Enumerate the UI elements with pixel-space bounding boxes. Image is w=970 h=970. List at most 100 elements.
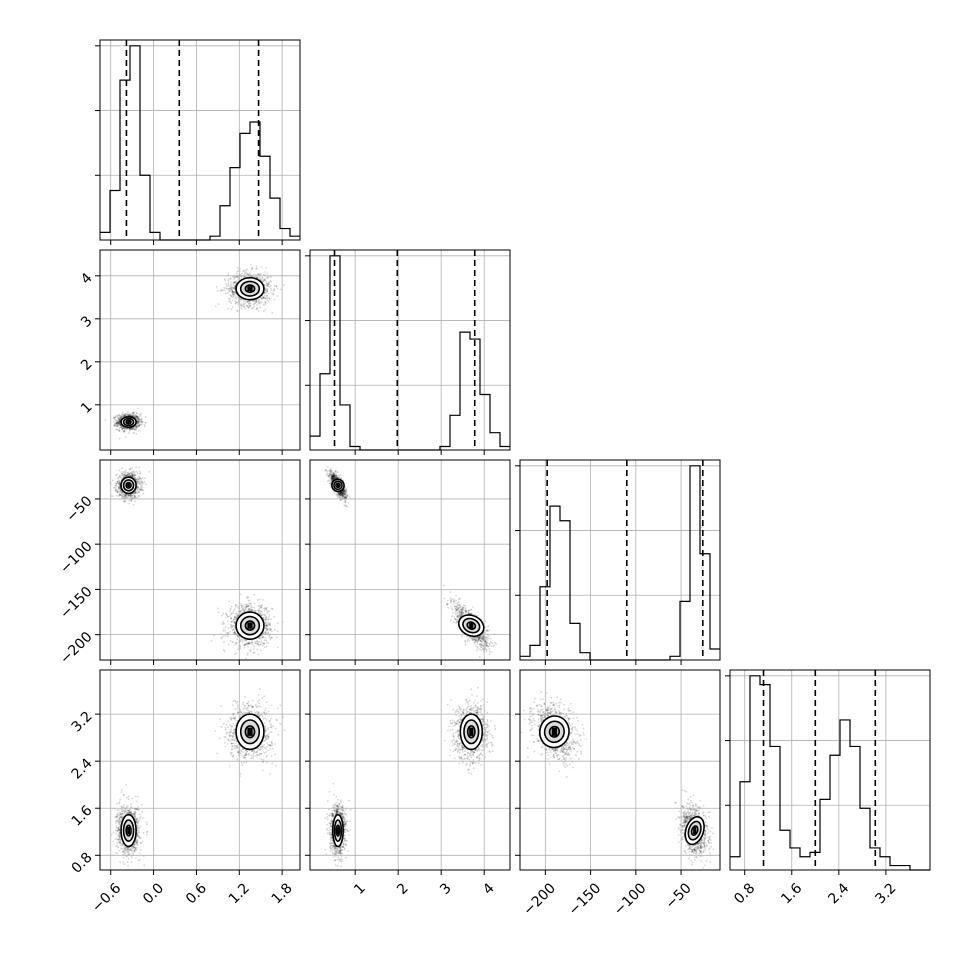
sample-point (232, 306, 234, 309)
sample-point (240, 606, 243, 609)
sample-point (261, 280, 264, 282)
sample-point (259, 643, 262, 646)
sample-point (121, 428, 124, 430)
sample-point (138, 419, 140, 421)
sample-point (253, 606, 255, 609)
sample-point (270, 630, 273, 633)
sample-point (123, 413, 126, 416)
sample-point (239, 593, 242, 596)
sample-point (241, 304, 244, 307)
sample-point (126, 414, 129, 417)
sample-point (219, 290, 222, 293)
sample-point (117, 419, 119, 422)
sample-point (252, 643, 254, 646)
sample-point (233, 281, 236, 284)
sample-point (329, 474, 332, 477)
sample-point (229, 298, 231, 301)
sample-point (227, 283, 230, 286)
sample-point (247, 609, 250, 611)
sample-point (341, 491, 344, 494)
sample-point (121, 427, 124, 430)
sample-point (135, 429, 137, 431)
sample-point (132, 413, 135, 416)
sample-point (145, 415, 147, 418)
sample-point (271, 312, 274, 314)
sample-point (273, 284, 276, 287)
sample-point (266, 295, 269, 297)
sample-point (246, 642, 249, 645)
sample-point (137, 483, 140, 485)
sample-point (249, 602, 252, 604)
sample-point (245, 657, 248, 660)
sample-point (119, 493, 122, 496)
sample-point (120, 415, 122, 418)
sample-point (127, 413, 129, 416)
sample-point (223, 278, 226, 281)
sample-point (242, 305, 245, 308)
sample-point (134, 425, 137, 428)
sample-point (126, 496, 129, 499)
sample-point (258, 276, 261, 279)
sample-point (137, 420, 139, 423)
sample-point (230, 296, 233, 298)
sample-point (139, 489, 142, 491)
sample-point (119, 424, 122, 427)
sample-point (335, 493, 338, 496)
sample-point (222, 630, 225, 632)
sample-point (231, 276, 234, 278)
sample-point (443, 584, 445, 587)
sample-point (264, 302, 267, 304)
sample-point (115, 484, 117, 487)
sample-point (248, 642, 251, 645)
sample-point (135, 418, 138, 421)
sample-point (113, 416, 116, 419)
sample-point (330, 469, 333, 471)
sample-point (138, 418, 140, 421)
sample-point (246, 300, 249, 303)
sample-point (117, 414, 119, 417)
sample-point (227, 307, 230, 310)
sample-points-layer (104, 263, 715, 869)
sample-point (137, 416, 139, 419)
sample-point (247, 596, 250, 599)
sample-point (135, 417, 138, 420)
sample-point (249, 304, 252, 307)
sample-point (118, 418, 121, 420)
sample-point (115, 482, 118, 485)
sample-point (117, 429, 120, 432)
sample-point (124, 436, 127, 439)
sample-point (104, 419, 107, 422)
sample-point (136, 424, 139, 427)
sample-point (123, 414, 126, 417)
sample-point (263, 310, 265, 312)
sample-point (331, 477, 334, 480)
sample-point (113, 417, 115, 419)
sample-point (229, 277, 232, 279)
sample-point (128, 429, 131, 432)
sample-point (260, 649, 262, 652)
sample-point (277, 622, 279, 624)
sample-point (264, 627, 267, 629)
sample-point (123, 427, 126, 430)
sample-point (118, 469, 121, 472)
sample-point (115, 425, 118, 427)
sample-point (130, 499, 133, 502)
sample-point (258, 644, 260, 647)
sample-point (273, 615, 276, 618)
sample-point (327, 475, 330, 477)
sample-point (130, 428, 133, 431)
sample-point (253, 640, 256, 643)
sample-point (141, 420, 143, 423)
sample-point (235, 641, 238, 644)
sample-point (117, 422, 120, 425)
sample-point (268, 281, 270, 283)
sample-point (269, 638, 272, 641)
sample-point (230, 623, 232, 626)
sample-point (247, 645, 249, 648)
sample-point (348, 496, 351, 498)
sample-point (273, 298, 276, 301)
sample-point (116, 415, 119, 417)
sample-point (256, 640, 259, 642)
sample-point (121, 427, 124, 430)
sample-point (115, 425, 118, 428)
